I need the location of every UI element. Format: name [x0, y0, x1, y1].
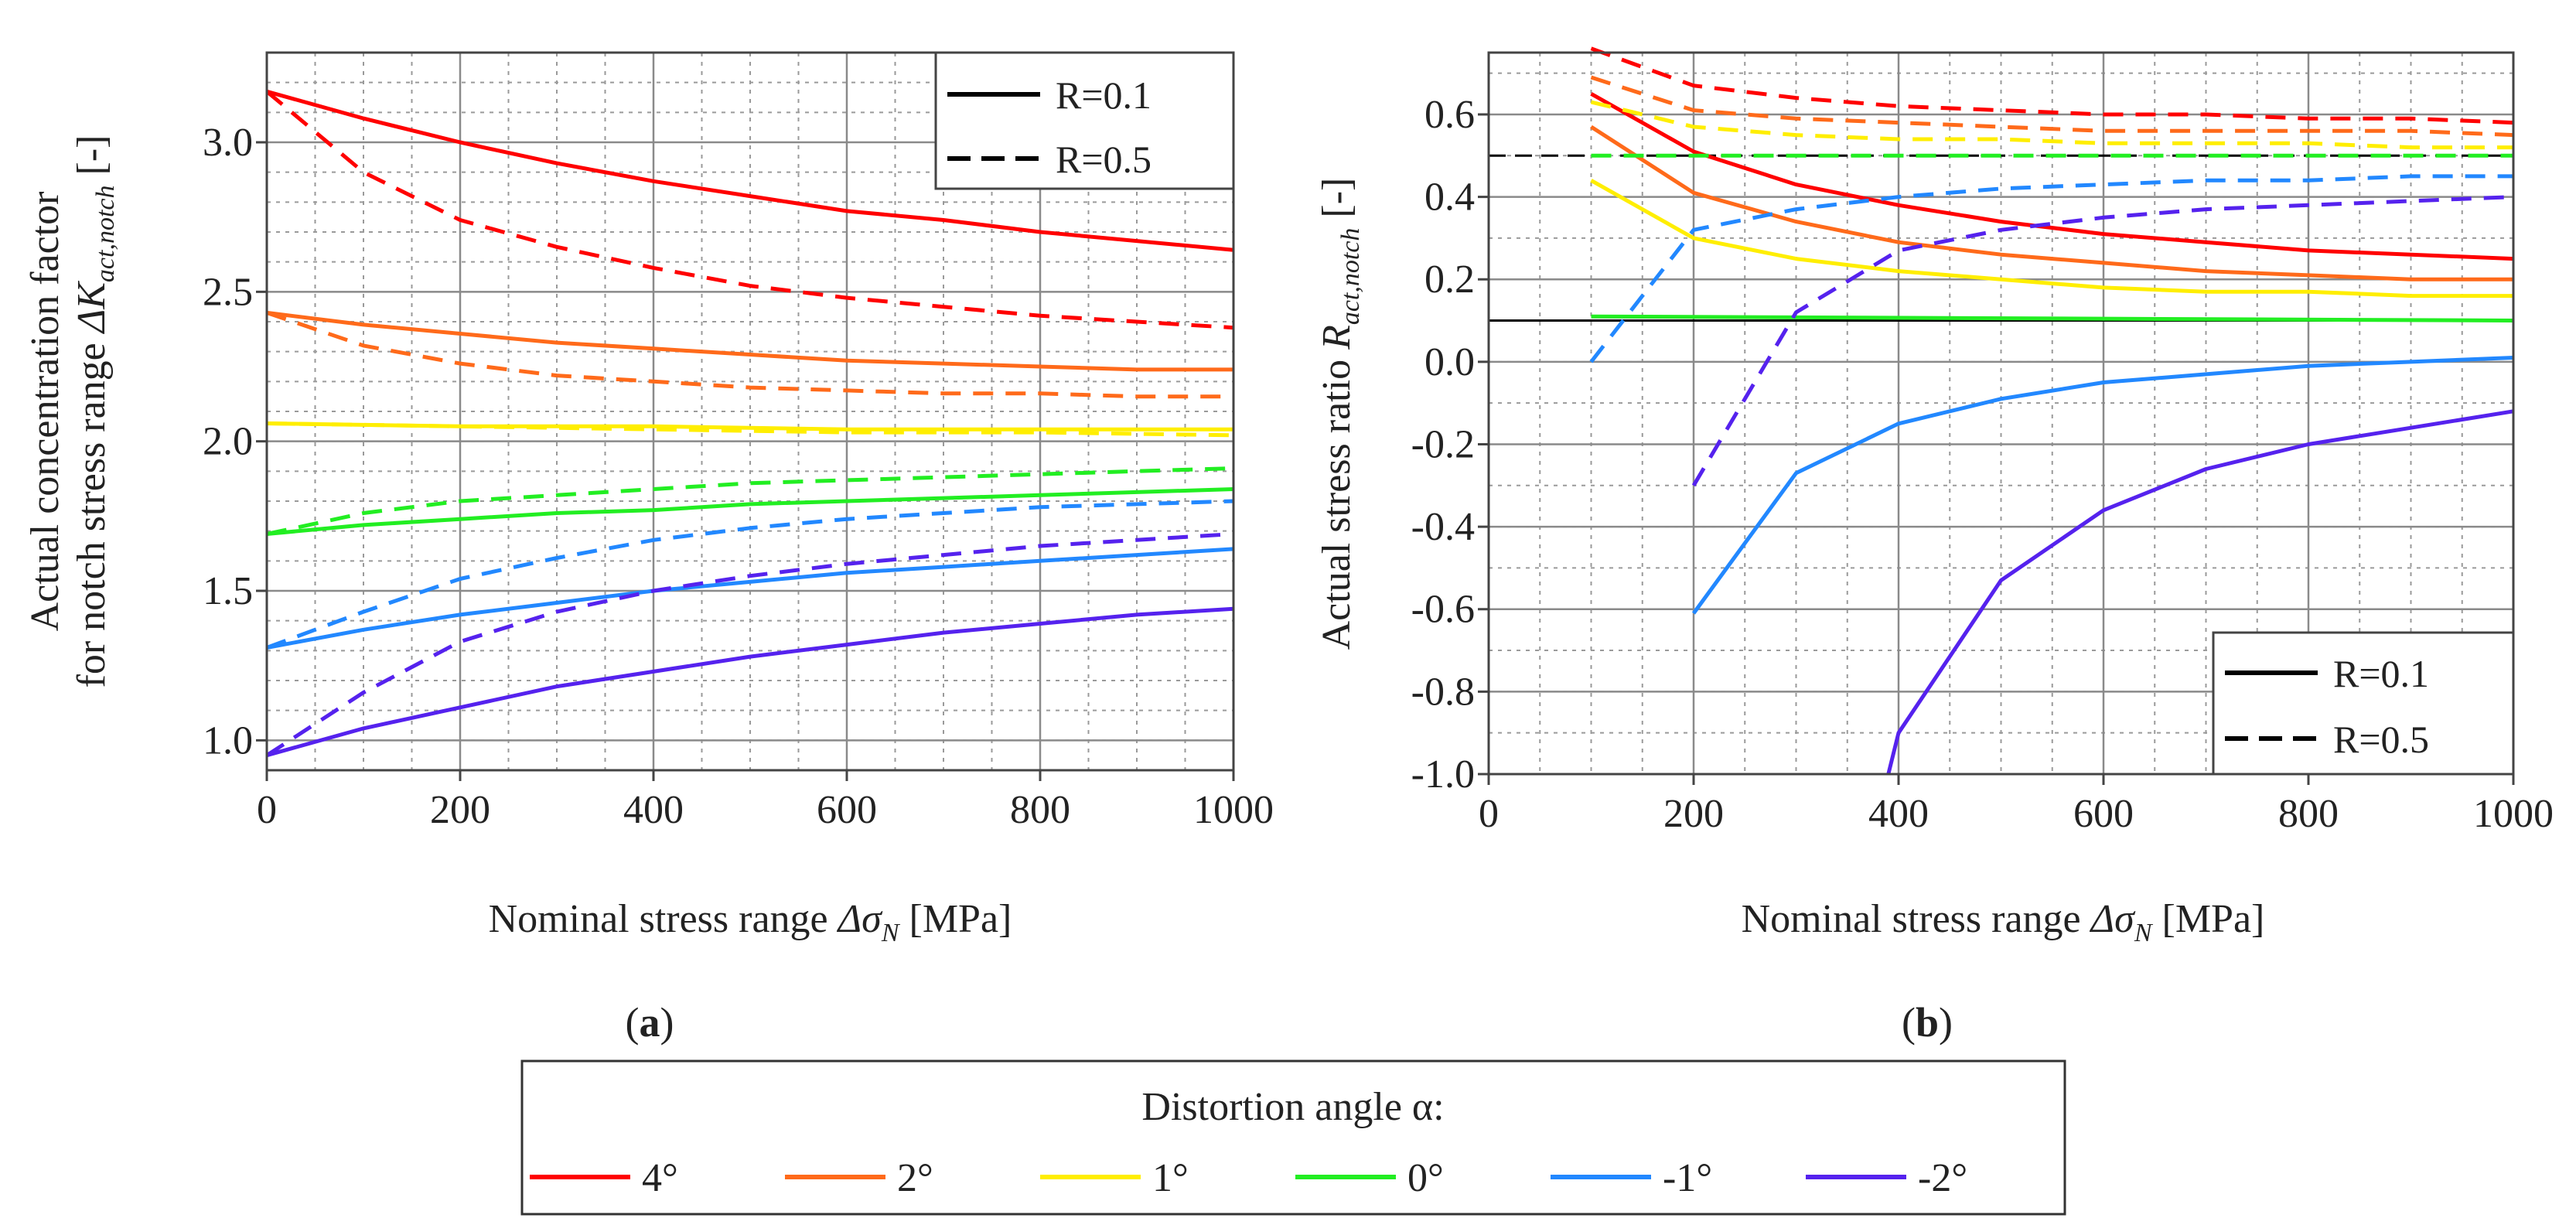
panel-a-chart: 0 200 400 600 800 1000 1.0 1.5 2.0 2.5 3.0 R=0.1 R… [23, 51, 1274, 1046]
series-line [1590, 92, 2514, 261]
panel-b-frame [1487, 51, 2515, 776]
series-line [265, 90, 1234, 330]
x-tick-label: 600 [817, 788, 877, 832]
series-line [1590, 179, 2513, 299]
series-line [266, 311, 1233, 399]
y-tick-label: 1.0 [203, 718, 253, 763]
y-tick-label: -0.6 [1411, 588, 1475, 632]
panel-b-caption: (b) [1902, 999, 1953, 1046]
panel-a-ylabel-line2: for notch stress range ΔKact,notch [-] [70, 135, 120, 688]
distortion-legend-label: -1° [1663, 1156, 1712, 1200]
panel-b-legend-dashed-label: R=0.5 [2333, 718, 2429, 761]
series-line [1590, 46, 2514, 125]
panel-a-frame [265, 51, 1235, 772]
x-tick-label: 400 [1868, 792, 1929, 836]
series-line [1590, 100, 2513, 150]
y-tick-label: -1.0 [1411, 752, 1475, 797]
panel-a-xlabel: Nominal stress range ΔσN [MPa] [489, 897, 1012, 947]
panel-a-legend-dashed-label: R=0.5 [1056, 138, 1152, 181]
series-line [265, 532, 1234, 757]
panel-a-legend-solid-label: R=0.1 [1056, 73, 1152, 117]
y-tick-label: -0.4 [1411, 505, 1475, 549]
series-line [266, 487, 1234, 536]
panel-b-xlabel: Nominal stress range ΔσN [MPa] [1742, 897, 2265, 947]
distortion-legend-title: Distortion angle α: [1141, 1085, 1444, 1129]
y-tick-label: 0.2 [1424, 258, 1475, 302]
distortion-legend-label: -2° [1918, 1156, 1967, 1200]
distortion-legend-label: 0° [1407, 1156, 1444, 1200]
distortion-legend-label: 1° [1152, 1156, 1189, 1200]
x-tick-label: 0 [1479, 792, 1499, 836]
series-line [1691, 195, 2514, 487]
series-line [1591, 314, 2514, 322]
y-tick-label: -0.2 [1411, 422, 1475, 466]
panel-b-series [1589, 46, 2514, 775]
series-line [266, 499, 1234, 650]
x-tick-label: 200 [430, 788, 490, 832]
series-line [1590, 75, 2514, 138]
y-tick-label: 3.0 [203, 121, 253, 165]
series-line [266, 89, 1234, 252]
panel-b-legend-solid-label: R=0.1 [2333, 652, 2429, 695]
distortion-legend-label: 4° [642, 1156, 678, 1200]
y-tick-label: -0.8 [1411, 670, 1475, 714]
y-tick-label: 0.6 [1424, 93, 1475, 137]
x-tick-label: 1000 [1193, 788, 1274, 832]
distortion-legend-entries: 4° 2° 1° 0° -1° -2° [530, 1156, 1967, 1200]
series-line [266, 547, 1234, 650]
x-tick-label: 800 [2278, 792, 2339, 836]
distortion-legend-box [520, 1059, 2066, 1216]
panel-a-caption: (a) [626, 999, 674, 1046]
y-tick-label: 1.5 [203, 569, 253, 613]
panel-b-chart: 0 200 400 600 800 1000 -1.0 -0.8 -0.6 -0.4 -0.2 0.0… [1315, 46, 2554, 1046]
panel-b-legend-box [2212, 631, 2515, 776]
series-line [266, 606, 1234, 758]
x-tick-label: 800 [1010, 788, 1070, 832]
y-tick-label: 2.5 [203, 270, 253, 314]
x-tick-label: 400 [623, 788, 684, 832]
distortion-angle-legend: Distortion angle α: 4° 2° 1° 0° -1° -2° [520, 1059, 2066, 1216]
x-tick-label: 600 [2073, 792, 2134, 836]
series-line [1589, 174, 2513, 363]
panel-b-legend: R=0.1 R=0.5 [2212, 631, 2515, 776]
panel-a-legend-box [934, 51, 1235, 190]
x-tick-label: 0 [257, 788, 277, 832]
panel-a-series [265, 89, 1234, 758]
y-tick-label: 2.0 [203, 420, 253, 464]
panel-a-legend: R=0.1 R=0.5 [934, 51, 1235, 190]
series-line [266, 421, 1233, 432]
series-line [1886, 409, 2514, 775]
x-tick-label: 200 [1663, 792, 1724, 836]
distortion-legend-label: 2° [897, 1156, 933, 1200]
series-line [1691, 356, 2514, 615]
panel-a-ticks: 0 200 400 600 800 1000 1.0 1.5 2.0 2.5 3.0 [203, 121, 1274, 832]
x-tick-label: 1000 [2473, 792, 2554, 836]
panel-b-ticks: 0 200 400 600 800 1000 -1.0 -0.8 -0.6 -0.4 -0.2 0.0… [1411, 93, 2554, 836]
series-line [266, 310, 1233, 372]
series-line [266, 466, 1234, 536]
y-tick-label: 0.0 [1424, 340, 1475, 384]
y-tick-label: 0.4 [1424, 176, 1475, 220]
panel-b-ylabel: Actual stress ratio Ract,notch [-] [1315, 178, 1365, 650]
series-line [1590, 125, 2513, 281]
panel-a-ylabel-line1: Actual concentration factor [23, 192, 67, 632]
